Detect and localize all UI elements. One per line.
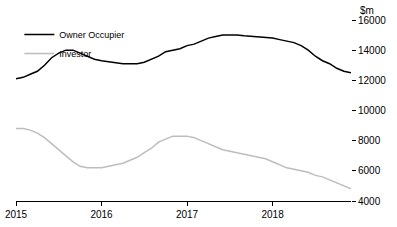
svg-text:10000: 10000 [358, 105, 386, 116]
svg-text:4000: 4000 [358, 196, 381, 207]
svg-text:2017: 2017 [176, 209, 199, 220]
svg-text:14000: 14000 [358, 45, 386, 56]
svg-text:Investor: Investor [59, 49, 91, 59]
svg-text:6000: 6000 [358, 165, 381, 176]
svg-text:2018: 2018 [261, 209, 284, 220]
svg-text:16000: 16000 [358, 15, 386, 26]
svg-text:8000: 8000 [358, 135, 381, 146]
svg-text:2016: 2016 [90, 209, 113, 220]
svg-text:12000: 12000 [358, 75, 386, 86]
svg-text:Owner Occupier: Owner Occupier [59, 30, 124, 40]
svg-text:2015: 2015 [5, 209, 28, 220]
svg-text:$m: $m [360, 5, 374, 16]
